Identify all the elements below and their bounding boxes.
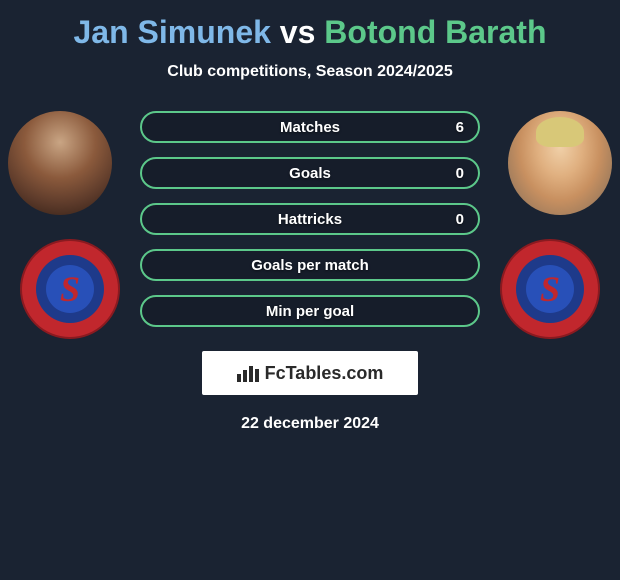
date-text: 22 december 2024 — [0, 415, 620, 433]
stat-label: Matches — [142, 119, 478, 136]
stat-value-right: 0 — [456, 211, 464, 228]
stat-rows: Matches6Goals0Hattricks0Goals per matchM… — [140, 111, 480, 327]
stat-label: Goals — [142, 165, 478, 182]
stat-label: Hattricks — [142, 211, 478, 228]
stats-container: S S Matches6Goals0Hattricks0Goals per ma… — [0, 111, 620, 327]
stat-value-right: 6 — [456, 119, 464, 136]
stat-label: Min per goal — [142, 303, 478, 320]
stat-row: Goals0 — [140, 157, 480, 189]
subtitle: Club competitions, Season 2024/2025 — [0, 63, 620, 81]
player1-name: Jan Simunek — [74, 14, 271, 50]
player1-club-badge: S — [20, 239, 120, 339]
player1-photo — [8, 111, 112, 215]
stat-row: Hattricks0 — [140, 203, 480, 235]
comparison-title: Jan Simunek vs Botond Barath — [0, 0, 620, 51]
branding-badge: FcTables.com — [202, 351, 418, 395]
player2-photo — [508, 111, 612, 215]
player2-club-badge: S — [500, 239, 600, 339]
chart-icon — [237, 364, 259, 382]
club-badge-letter: S — [540, 268, 560, 310]
vs-text: vs — [280, 14, 316, 50]
stat-row: Min per goal — [140, 295, 480, 327]
stat-row: Goals per match — [140, 249, 480, 281]
branding-text: FcTables.com — [265, 363, 384, 384]
stat-row: Matches6 — [140, 111, 480, 143]
player2-name: Botond Barath — [324, 14, 546, 50]
club-badge-letter: S — [60, 268, 80, 310]
stat-label: Goals per match — [142, 257, 478, 274]
stat-value-right: 0 — [456, 165, 464, 182]
